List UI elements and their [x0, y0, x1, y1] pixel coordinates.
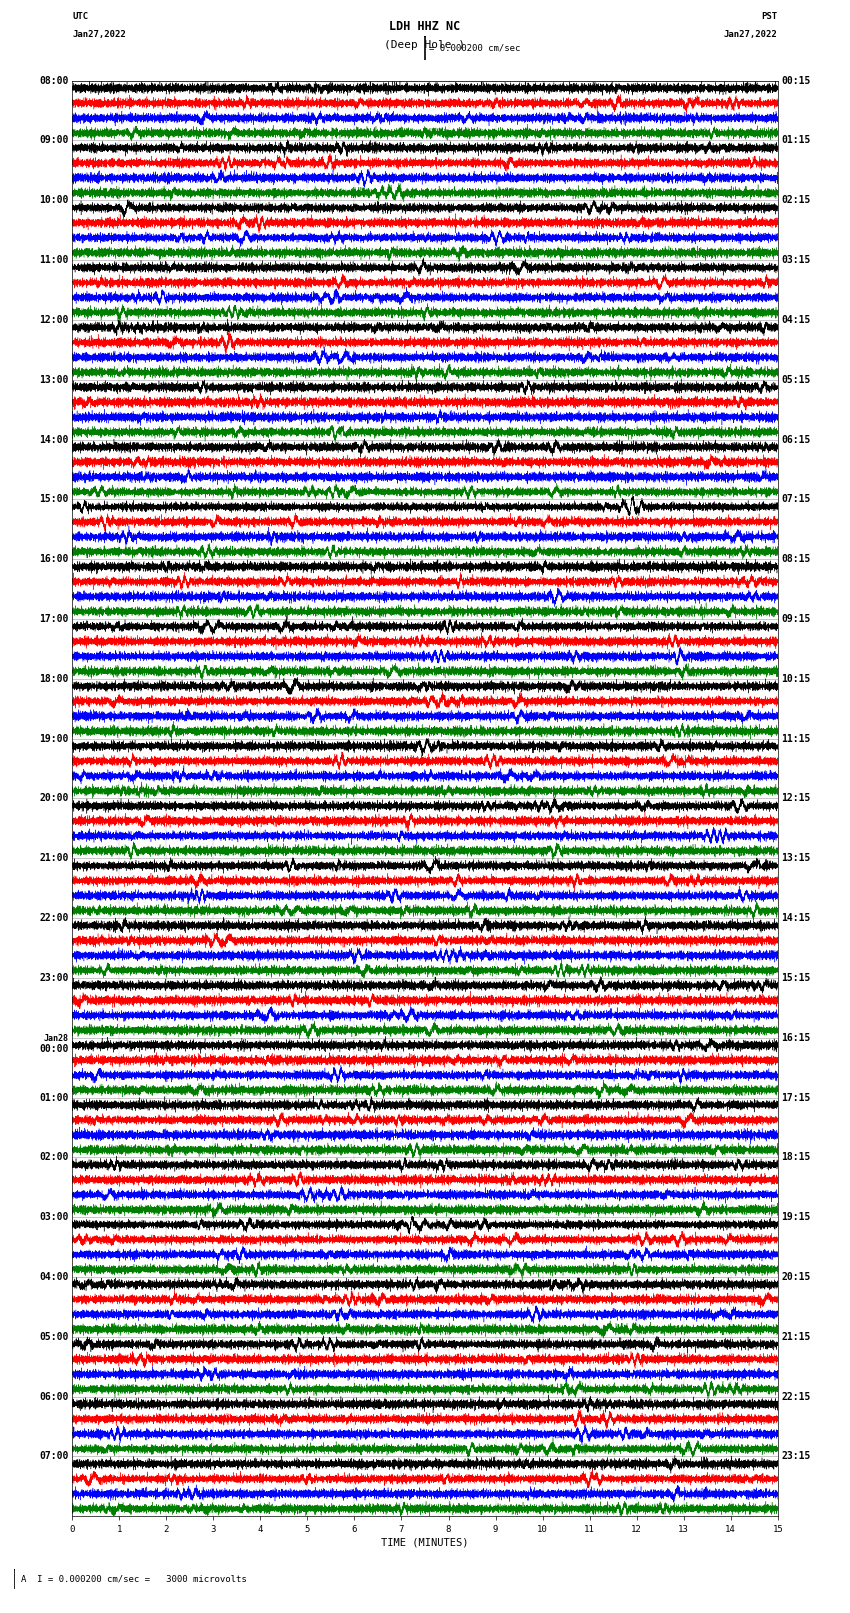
Text: 09:15: 09:15 [781, 615, 811, 624]
Text: LDH HHZ NC: LDH HHZ NC [389, 19, 461, 34]
Text: 18:15: 18:15 [781, 1152, 811, 1163]
Text: 13:00: 13:00 [39, 374, 69, 386]
Text: (Deep Hole ): (Deep Hole ) [384, 39, 466, 50]
Text: = 0.000200 cm/sec: = 0.000200 cm/sec [429, 44, 520, 53]
Text: 04:00: 04:00 [39, 1273, 69, 1282]
Text: 10:00: 10:00 [39, 195, 69, 205]
Text: 00:15: 00:15 [781, 76, 811, 85]
Text: 20:00: 20:00 [39, 794, 69, 803]
Text: 23:00: 23:00 [39, 973, 69, 982]
Text: 06:15: 06:15 [781, 434, 811, 445]
Text: 03:15: 03:15 [781, 255, 811, 265]
Text: 19:15: 19:15 [781, 1211, 811, 1223]
Text: 22:00: 22:00 [39, 913, 69, 923]
Text: 11:15: 11:15 [781, 734, 811, 744]
Text: 05:00: 05:00 [39, 1332, 69, 1342]
Text: 14:15: 14:15 [781, 913, 811, 923]
Text: 12:00: 12:00 [39, 315, 69, 324]
Text: 12:15: 12:15 [781, 794, 811, 803]
Text: 14:00: 14:00 [39, 434, 69, 445]
Text: 18:00: 18:00 [39, 674, 69, 684]
Text: Jan28: Jan28 [44, 1034, 69, 1044]
Text: 22:15: 22:15 [781, 1392, 811, 1402]
Text: 11:00: 11:00 [39, 255, 69, 265]
Text: 01:00: 01:00 [39, 1092, 69, 1103]
Text: 06:00: 06:00 [39, 1392, 69, 1402]
Text: 16:15: 16:15 [781, 1032, 811, 1042]
Text: 15:00: 15:00 [39, 494, 69, 505]
Text: 09:00: 09:00 [39, 135, 69, 145]
Text: 08:00: 08:00 [39, 76, 69, 85]
Text: 02:15: 02:15 [781, 195, 811, 205]
Text: PST: PST [762, 11, 778, 21]
Text: 23:15: 23:15 [781, 1452, 811, 1461]
Text: 17:00: 17:00 [39, 615, 69, 624]
Text: 02:00: 02:00 [39, 1152, 69, 1163]
Text: 01:15: 01:15 [781, 135, 811, 145]
Text: 07:15: 07:15 [781, 494, 811, 505]
Text: 17:15: 17:15 [781, 1092, 811, 1103]
Text: UTC: UTC [72, 11, 88, 21]
Text: 21:15: 21:15 [781, 1332, 811, 1342]
Text: A  I = 0.000200 cm/sec =   3000 microvolts: A I = 0.000200 cm/sec = 3000 microvolts [21, 1574, 247, 1584]
Text: 03:00: 03:00 [39, 1211, 69, 1223]
Text: 19:00: 19:00 [39, 734, 69, 744]
Text: 05:15: 05:15 [781, 374, 811, 386]
Text: 20:15: 20:15 [781, 1273, 811, 1282]
Text: 21:00: 21:00 [39, 853, 69, 863]
Text: 08:15: 08:15 [781, 555, 811, 565]
Text: 16:00: 16:00 [39, 555, 69, 565]
X-axis label: TIME (MINUTES): TIME (MINUTES) [382, 1537, 468, 1547]
Text: 10:15: 10:15 [781, 674, 811, 684]
Text: Jan27,2022: Jan27,2022 [72, 31, 126, 39]
Text: 07:00: 07:00 [39, 1452, 69, 1461]
Text: 04:15: 04:15 [781, 315, 811, 324]
Text: 15:15: 15:15 [781, 973, 811, 982]
Text: 13:15: 13:15 [781, 853, 811, 863]
Text: 00:00: 00:00 [39, 1044, 69, 1055]
Text: Jan27,2022: Jan27,2022 [724, 31, 778, 39]
